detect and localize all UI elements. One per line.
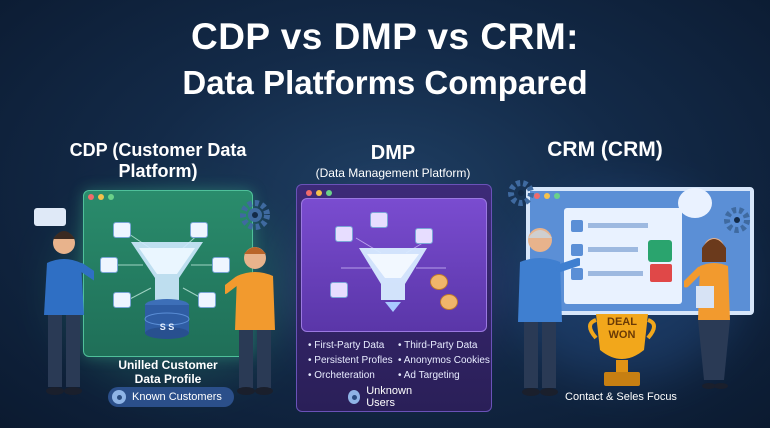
dmp-bullet: First-Party Data	[308, 338, 393, 353]
gear-icon	[724, 207, 750, 233]
chat-bubble-icon	[678, 188, 712, 218]
dmp-footer-label: Unknown Users	[366, 385, 413, 409]
gear-icon	[240, 200, 270, 230]
cdp-document-icon	[190, 222, 208, 238]
home-icon	[648, 240, 672, 262]
contact-avatar-icon	[571, 244, 583, 256]
dmp-bullets-left: First-Party Data Persistent Profles Orch…	[308, 338, 393, 383]
cdp-footer-pill: Known Customers	[108, 387, 234, 407]
dmp-bullet: Third-Party Data	[398, 338, 490, 353]
cdp-caption-line2: Data Profile	[134, 372, 202, 386]
dmp-bullet: Persistent Profles	[308, 353, 392, 368]
cdp-caption-line1: Unilled Customer	[118, 358, 218, 372]
cookie-icon	[440, 294, 458, 310]
trophy-label-line1: DEAL	[607, 316, 637, 328]
dmp-target-icon	[330, 282, 348, 298]
cdp-chart-icon	[113, 222, 131, 238]
cdp-caption: Unilled Customer Data Profile	[88, 358, 248, 386]
trophy-icon	[588, 314, 656, 386]
crm-footer-pill: Contact & Seles Focus	[556, 387, 686, 407]
cdp-funnel-diagram	[113, 229, 218, 339]
dmp-window-controls	[306, 190, 332, 196]
contact-avatar-icon	[571, 268, 583, 280]
crm-footer-label: Contact & Seles Focus	[565, 391, 677, 403]
dmp-footer-pill: Unknown Users	[344, 385, 444, 409]
dmp-bullet: Ad Targeting	[398, 368, 490, 383]
page-subtitle: Data Platforms Compared	[182, 64, 588, 101]
page-title: CDP vs DMP vs CRM:	[190, 16, 579, 57]
cdp-data-icon	[100, 257, 118, 273]
contact-line	[588, 271, 643, 276]
dmp-document-icon	[415, 228, 433, 244]
cdp-network-icon	[113, 292, 131, 308]
chat-bubble-icon	[34, 208, 66, 226]
cdp-window-controls	[88, 194, 114, 200]
gear-icon	[508, 180, 534, 206]
contact-line	[588, 247, 638, 252]
crm-window-controls	[534, 193, 560, 199]
calendar-icon	[650, 264, 672, 282]
dmp-user-icon	[370, 212, 388, 228]
crm-person-left-illustration	[518, 228, 580, 396]
contact-avatar-icon	[571, 220, 583, 232]
crm-person-right-illustration	[684, 238, 730, 389]
dmp-funnel-diagram	[341, 237, 446, 312]
cdp-person-left-illustration	[44, 231, 94, 395]
dmp-heading: DMP	[370, 142, 416, 164]
dmp-subheading: (Data Management Platform)	[315, 166, 471, 180]
dmp-bullet: Orcheteration	[308, 368, 393, 383]
cdp-data-icon	[212, 257, 230, 273]
cdp-network-icon	[198, 292, 216, 308]
crm-heading: CRM (CRM)	[547, 138, 663, 161]
cdp-person-right-illustration	[225, 247, 275, 395]
trophy-label-line2: WON	[608, 329, 636, 341]
dmp-data-icon	[335, 226, 353, 242]
cookie-icon	[430, 274, 448, 290]
dmp-bullets-right: Third-Party Data Anonymos Cookies Ad Tar…	[398, 338, 490, 383]
cdp-footer-label: Known Customers	[132, 391, 222, 403]
cdp-database-label: S S	[159, 322, 175, 332]
user-icon	[112, 390, 126, 404]
user-icon	[348, 390, 361, 404]
contact-line	[588, 223, 648, 228]
dmp-bullet: Anonymos Cookies	[398, 353, 490, 368]
trophy-label: DEAL WON	[588, 316, 656, 342]
cdp-heading: CDP (Customer Data Platform)	[69, 140, 247, 181]
